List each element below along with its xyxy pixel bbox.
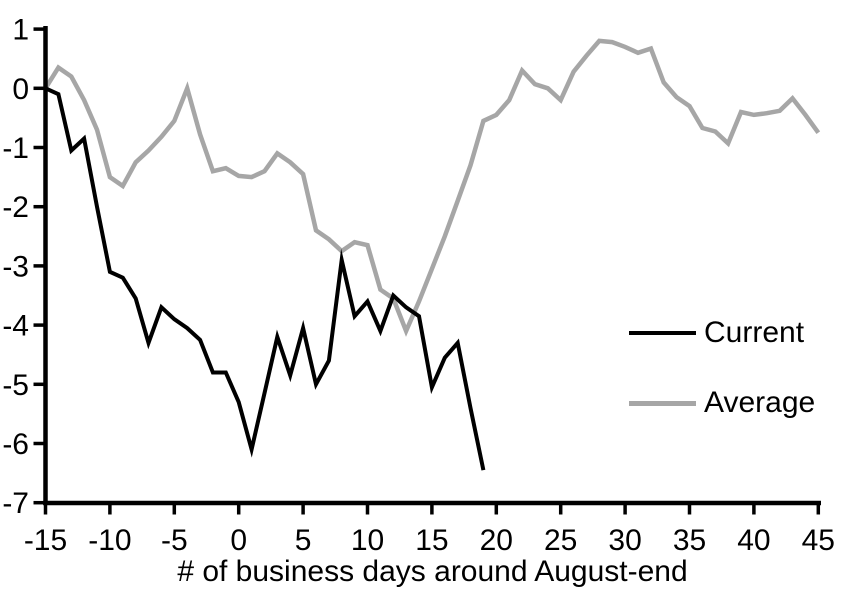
legend-label-average: Average — [704, 386, 816, 419]
average-line-swatch — [629, 400, 696, 406]
legend-label-current: Current — [704, 316, 805, 349]
x-tick-label: -10 — [88, 524, 131, 557]
y-tick-label: -7 — [2, 487, 29, 520]
legend-item-average: Average — [629, 387, 815, 419]
y-tick-label: -3 — [2, 250, 29, 283]
x-tick-label: 0 — [230, 524, 247, 557]
x-tick-label: 15 — [415, 524, 448, 557]
y-tick-label: -2 — [2, 191, 29, 224]
y-tick-label: 1 — [12, 14, 29, 47]
x-tick-label: 5 — [295, 524, 312, 557]
current-series-line — [44, 86, 486, 471]
x-tick-label: 20 — [480, 524, 513, 557]
x-tick-label: -15 — [24, 524, 67, 557]
x-tick-label: 35 — [673, 524, 706, 557]
y-tick-label: -1 — [2, 132, 29, 165]
x-tick-label: 25 — [544, 524, 577, 557]
x-tick-label: 10 — [351, 524, 384, 557]
y-tick-label: -6 — [2, 428, 29, 461]
legend-item-current: Current — [629, 317, 804, 349]
x-axis-title: # of business days around August-end — [177, 555, 688, 588]
y-tick-label: -4 — [2, 310, 29, 343]
x-tick-label: 45 — [802, 524, 835, 557]
x-tick-label: 40 — [737, 524, 770, 557]
x-tick-label: -5 — [161, 524, 188, 557]
current-line-swatch — [629, 331, 696, 335]
y-tick-label: -5 — [2, 369, 29, 402]
average-series-line — [43, 38, 821, 337]
y-tick-label: 0 — [12, 73, 29, 106]
x-tick-label: 30 — [608, 524, 641, 557]
